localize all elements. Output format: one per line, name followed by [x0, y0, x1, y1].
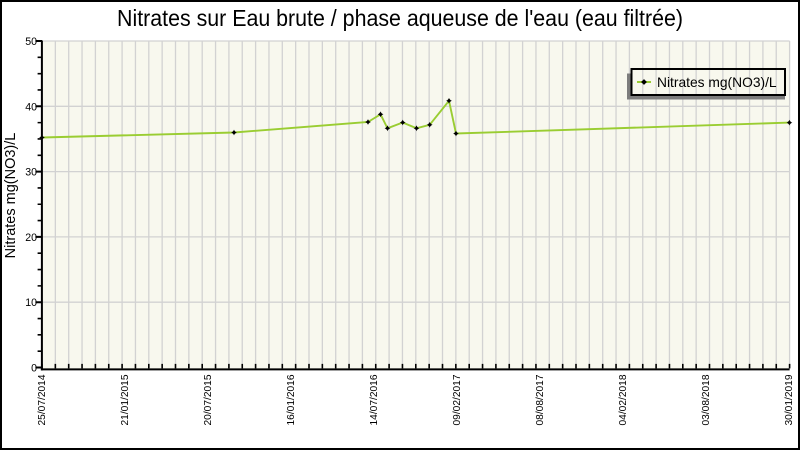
svg-text:08/08/2017: 08/08/2017 — [535, 374, 546, 425]
svg-text:25/07/2014: 25/07/2014 — [37, 374, 48, 425]
svg-text:10: 10 — [25, 297, 37, 309]
svg-text:04/02/2018: 04/02/2018 — [618, 374, 629, 425]
svg-text:50: 50 — [25, 36, 37, 48]
svg-text:Nitrates mg(NO3)/L: Nitrates mg(NO3)/L — [657, 75, 777, 90]
svg-text:30/01/2019: 30/01/2019 — [784, 374, 795, 425]
svg-text:09/02/2017: 09/02/2017 — [452, 374, 463, 425]
svg-text:40: 40 — [25, 101, 37, 113]
svg-text:20: 20 — [25, 232, 37, 244]
svg-text:0: 0 — [31, 363, 37, 375]
svg-text:Nitrates sur Eau brute / phase: Nitrates sur Eau brute / phase aqueuse d… — [117, 5, 683, 31]
svg-text:Nitrates mg(NO3)/L: Nitrates mg(NO3)/L — [3, 133, 19, 259]
svg-text:20/07/2015: 20/07/2015 — [203, 374, 214, 425]
svg-text:14/07/2016: 14/07/2016 — [369, 374, 380, 425]
svg-text:21/01/2015: 21/01/2015 — [120, 374, 131, 425]
svg-text:03/08/2018: 03/08/2018 — [701, 374, 712, 425]
svg-text:30: 30 — [25, 167, 37, 179]
svg-text:16/01/2016: 16/01/2016 — [286, 374, 297, 425]
